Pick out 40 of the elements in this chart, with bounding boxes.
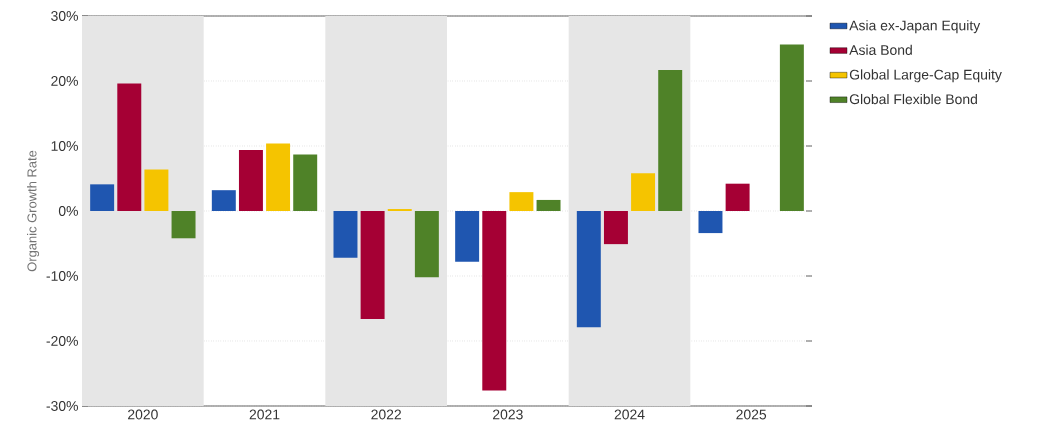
bar bbox=[90, 184, 115, 211]
bar bbox=[171, 210, 196, 239]
legend-label: Global Flexible Bond bbox=[849, 93, 977, 105]
bar bbox=[603, 210, 628, 245]
x-tick-label: 2022 bbox=[371, 409, 401, 420]
x-tick-label: 2020 bbox=[128, 409, 158, 420]
x-tick-label: 2024 bbox=[614, 409, 645, 420]
bar bbox=[333, 210, 358, 258]
bar bbox=[414, 210, 439, 278]
y-tick-label: 20% bbox=[51, 76, 78, 86]
bar bbox=[117, 83, 142, 211]
bar bbox=[360, 210, 385, 319]
bar bbox=[293, 154, 318, 211]
bar bbox=[725, 183, 750, 211]
y-tick-label: -10% bbox=[46, 271, 78, 281]
bar bbox=[509, 192, 534, 211]
x-tick-label: 2021 bbox=[249, 409, 280, 420]
bar bbox=[658, 69, 683, 211]
legend-label: Asia Bond bbox=[849, 44, 912, 55]
bar bbox=[144, 169, 169, 211]
x-tick-label: 2023 bbox=[493, 409, 523, 420]
bar bbox=[779, 44, 804, 211]
bar bbox=[266, 143, 291, 211]
bar bbox=[211, 190, 236, 211]
y-tick-label: -30% bbox=[46, 401, 78, 411]
legend-label: Global Large-Cap Equity bbox=[849, 69, 1002, 83]
bar bbox=[698, 210, 723, 234]
y-tick-label: 30% bbox=[51, 11, 78, 21]
legend-label: Asia ex-Japan Equity bbox=[849, 20, 981, 34]
bar bbox=[536, 199, 561, 211]
x-tick-label: 2025 bbox=[736, 409, 767, 420]
y-tick-label: 0% bbox=[58, 206, 78, 216]
bar bbox=[576, 210, 601, 328]
bar bbox=[238, 149, 263, 211]
bar bbox=[631, 173, 656, 211]
bar bbox=[455, 210, 480, 262]
y-tick-label: 10% bbox=[51, 141, 78, 151]
y-tick-label: -20% bbox=[46, 336, 78, 346]
bar bbox=[482, 210, 507, 391]
y-axis-title: Organic Growth Rate bbox=[27, 150, 40, 272]
